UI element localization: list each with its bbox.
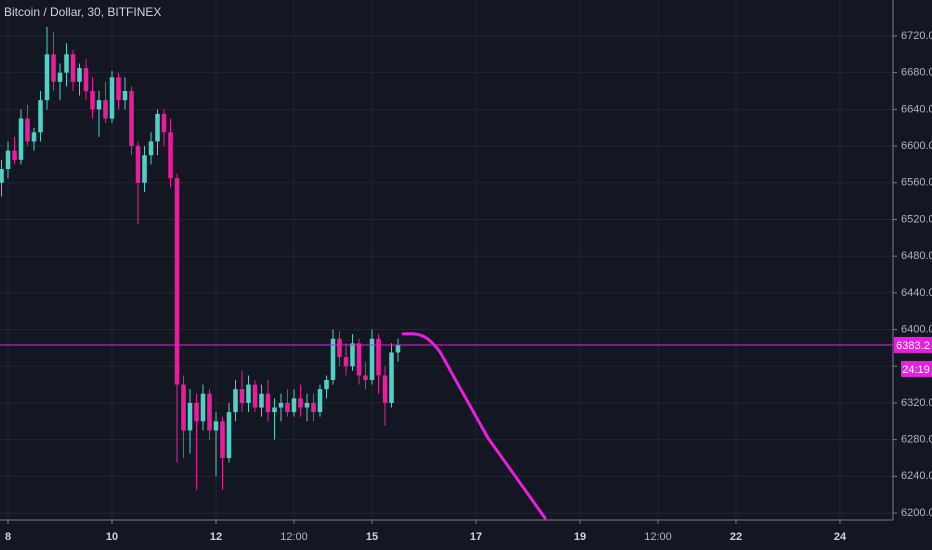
candle-body bbox=[83, 68, 89, 92]
candle-body bbox=[194, 402, 199, 422]
candle-body bbox=[330, 338, 336, 380]
candle-body bbox=[207, 393, 212, 431]
candle-body bbox=[122, 91, 128, 101]
candle-body bbox=[226, 412, 232, 458]
y-tick-label: 6680.0 bbox=[901, 67, 932, 79]
y-tick-label: 6640.0 bbox=[901, 103, 932, 115]
candle-body bbox=[174, 178, 180, 385]
candle-body bbox=[51, 54, 56, 82]
candle-body bbox=[350, 343, 355, 367]
y-tick-label: 6520.0 bbox=[901, 213, 932, 225]
y-tick-label: 6480.0 bbox=[901, 250, 932, 262]
candle-body bbox=[259, 393, 264, 408]
candle-body bbox=[343, 357, 349, 367]
candle-body bbox=[57, 72, 63, 82]
y-tick-label: 6440.0 bbox=[901, 287, 932, 299]
candle-body bbox=[155, 113, 160, 142]
candle-body bbox=[103, 100, 108, 119]
y-tick-label: 6280.0 bbox=[901, 434, 932, 446]
candle-body bbox=[252, 384, 258, 408]
y-tick-label: 6720.0 bbox=[901, 30, 932, 42]
x-tick-label: 24 bbox=[834, 531, 847, 543]
candle-body bbox=[369, 338, 375, 380]
candle-body bbox=[96, 100, 102, 110]
candle-body bbox=[311, 402, 316, 413]
candle-body bbox=[135, 146, 141, 183]
candle-body bbox=[161, 113, 167, 133]
candle-body bbox=[246, 384, 251, 403]
candle-body bbox=[70, 54, 76, 82]
candle-body bbox=[200, 393, 206, 422]
candle-body bbox=[298, 398, 303, 408]
candle-body bbox=[31, 132, 37, 142]
x-tick-label: 22 bbox=[730, 531, 742, 543]
chart-title: Bitcoin / Dollar, 30, BITFINEX bbox=[4, 5, 161, 19]
y-tick-label: 6560.0 bbox=[901, 177, 932, 189]
candle-body bbox=[233, 389, 238, 413]
candle-body bbox=[38, 100, 43, 133]
candle-body bbox=[0, 168, 4, 183]
candle-body bbox=[363, 375, 368, 380]
candle-body bbox=[278, 402, 284, 408]
x-tick-label: 8 bbox=[5, 531, 11, 543]
candle-body bbox=[376, 338, 381, 376]
candle-body bbox=[168, 132, 173, 179]
candle-body bbox=[148, 141, 154, 156]
candle-body bbox=[5, 150, 11, 169]
candle-body bbox=[324, 380, 329, 390]
candle-body bbox=[291, 398, 297, 413]
candle-body bbox=[239, 389, 245, 403]
y-tick-label: 6240.0 bbox=[901, 470, 932, 482]
candle-body bbox=[18, 118, 24, 160]
y-tick-label: 6200.0 bbox=[901, 507, 932, 519]
candle-body bbox=[285, 402, 290, 413]
candle-body bbox=[213, 421, 219, 431]
x-tick-label: 17 bbox=[470, 531, 482, 543]
countdown-box bbox=[901, 360, 932, 377]
candle-body bbox=[25, 118, 30, 142]
candle-body bbox=[181, 384, 186, 431]
price-label-box bbox=[894, 336, 932, 353]
y-tick-label: 6400.0 bbox=[901, 323, 932, 335]
candle-body bbox=[116, 77, 121, 101]
candle-body bbox=[220, 421, 225, 458]
candle-body bbox=[187, 402, 193, 431]
candle-body bbox=[265, 393, 271, 413]
x-tick-label: 15 bbox=[366, 531, 378, 543]
candle-body bbox=[44, 54, 50, 101]
candle-body bbox=[337, 338, 342, 358]
projection-drawing bbox=[401, 332, 547, 520]
candle-body bbox=[12, 150, 17, 160]
candle-body bbox=[272, 407, 277, 413]
y-tick-label: 6600.0 bbox=[901, 140, 932, 152]
candle-body bbox=[304, 402, 310, 408]
y-tick-label: 6320.0 bbox=[901, 397, 932, 409]
candle-body bbox=[389, 352, 394, 403]
candle-body bbox=[64, 54, 69, 73]
x-tick-label: 12:00 bbox=[280, 531, 308, 543]
candle-body bbox=[77, 68, 82, 82]
candle-body bbox=[317, 389, 323, 413]
countdown-label: 24:19 bbox=[902, 364, 930, 376]
price-label: 6383.2 bbox=[896, 340, 930, 352]
candle-body bbox=[356, 343, 362, 376]
candle-body bbox=[142, 155, 147, 183]
candle-body bbox=[109, 77, 115, 119]
candle-body bbox=[395, 344, 401, 353]
x-tick-label: 12 bbox=[210, 531, 222, 543]
candle-body bbox=[129, 91, 134, 147]
x-tick-label: 12:00 bbox=[644, 531, 672, 543]
candle-body bbox=[90, 91, 95, 110]
candle-body bbox=[382, 375, 388, 403]
candles bbox=[0, 26, 401, 491]
x-tick-label: 10 bbox=[106, 531, 118, 543]
x-tick-label: 19 bbox=[574, 531, 586, 543]
